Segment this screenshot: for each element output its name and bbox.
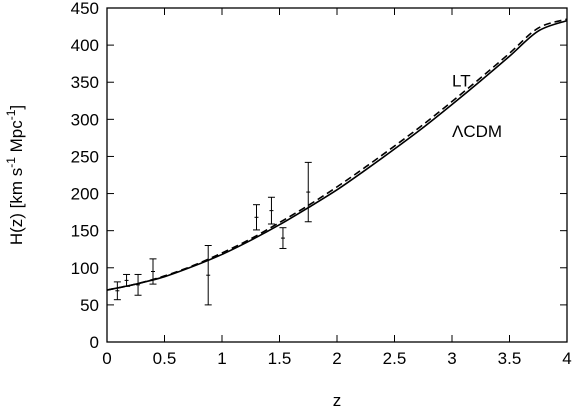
x-axis-title: z xyxy=(333,391,342,410)
error-bar-point xyxy=(123,273,131,287)
y-axis-ticks: 0 50 100 150 200 250 300 350 400 450 xyxy=(71,0,567,352)
plot-border xyxy=(106,7,568,343)
y-tick-label: 150 xyxy=(71,222,99,241)
x-tick-label: 2.5 xyxy=(383,349,407,368)
y-axis-title-segment: Mpc xyxy=(7,120,26,157)
x-tick-label: 3.5 xyxy=(498,349,522,368)
error-bars xyxy=(113,161,312,306)
lt-label: LT xyxy=(452,72,471,91)
x-tick-label: 1.5 xyxy=(268,349,292,368)
x-tick-label: 0.5 xyxy=(153,349,177,368)
error-bar-point xyxy=(267,196,275,225)
y-axis-title: H(z) [km s-1 Mpc-1] xyxy=(4,105,26,245)
y-tick-label: 100 xyxy=(71,259,99,278)
y-axis-title-segment: ] xyxy=(7,105,26,110)
x-tick-label: 0 xyxy=(102,349,111,368)
x-tick-label: 1 xyxy=(217,349,226,368)
y-tick-label: 350 xyxy=(71,73,99,92)
y-axis-title-text: H(z) [km s-1 Mpc-1] xyxy=(4,105,26,245)
error-bar-point xyxy=(253,204,260,231)
error-bar-point xyxy=(113,281,121,301)
y-tick-label: 200 xyxy=(71,185,99,204)
x-tick-label: 3 xyxy=(447,349,456,368)
error-bar-point xyxy=(279,227,287,249)
y-axis-title-exponent: -1 xyxy=(4,109,18,120)
x-tick-label: 2 xyxy=(332,349,341,368)
x-tick-label: 4 xyxy=(562,349,571,368)
lcdm-curve xyxy=(106,19,568,291)
y-tick-label: 250 xyxy=(71,147,99,166)
error-bar-point xyxy=(149,258,157,285)
y-tick-label: 300 xyxy=(71,110,99,129)
error-bar-point xyxy=(134,273,142,296)
y-tick-label: 50 xyxy=(80,296,99,315)
error-bar-point xyxy=(304,161,312,223)
lcdm-label: ΛCDM xyxy=(452,122,502,141)
x-axis-ticks: 0 0.5 1 1.5 2 2.5 3 3.5 4 xyxy=(102,8,572,368)
lt-curve xyxy=(106,18,568,291)
error-bar-point xyxy=(204,245,212,306)
series-layer xyxy=(106,18,568,291)
y-tick-label: 400 xyxy=(71,36,99,55)
y-axis-title-exponent: -1 xyxy=(4,157,18,168)
annotations: LT ΛCDM xyxy=(452,72,502,141)
y-axis-title-segment: H(z) [km s xyxy=(7,168,26,245)
y-tick-label: 0 xyxy=(90,333,99,352)
y-tick-label: 450 xyxy=(71,0,99,18)
plot-frame xyxy=(106,7,568,343)
